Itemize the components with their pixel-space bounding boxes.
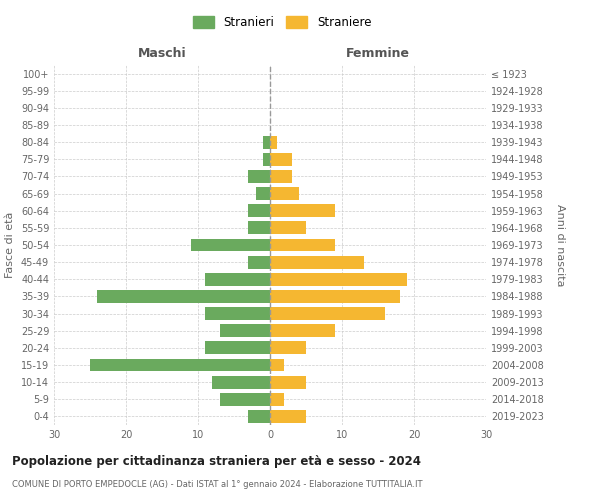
Legend: Stranieri, Straniere: Stranieri, Straniere: [188, 11, 376, 34]
Bar: [248, 204, 270, 217]
Bar: [248, 256, 270, 268]
Bar: [90, 358, 270, 372]
Bar: [263, 153, 270, 166]
Bar: [270, 307, 385, 320]
Bar: [270, 238, 335, 252]
Bar: [270, 153, 292, 166]
Bar: [256, 187, 270, 200]
Bar: [220, 324, 270, 337]
Bar: [270, 222, 306, 234]
Bar: [270, 410, 306, 423]
Bar: [248, 222, 270, 234]
Bar: [205, 273, 270, 285]
Bar: [263, 136, 270, 148]
Bar: [270, 170, 292, 183]
Bar: [270, 393, 284, 406]
Bar: [212, 376, 270, 388]
Bar: [270, 342, 306, 354]
Bar: [270, 136, 277, 148]
Bar: [220, 393, 270, 406]
Text: Femmine: Femmine: [346, 47, 410, 60]
Bar: [270, 376, 306, 388]
Bar: [248, 170, 270, 183]
Bar: [270, 290, 400, 303]
Bar: [248, 410, 270, 423]
Bar: [97, 290, 270, 303]
Bar: [205, 307, 270, 320]
Bar: [270, 187, 299, 200]
Bar: [270, 256, 364, 268]
Text: Maschi: Maschi: [137, 47, 187, 60]
Bar: [191, 238, 270, 252]
Bar: [270, 358, 284, 372]
Bar: [270, 324, 335, 337]
Bar: [270, 273, 407, 285]
Y-axis label: Anni di nascita: Anni di nascita: [555, 204, 565, 286]
Text: COMUNE DI PORTO EMPEDOCLE (AG) - Dati ISTAT al 1° gennaio 2024 - Elaborazione TU: COMUNE DI PORTO EMPEDOCLE (AG) - Dati IS…: [12, 480, 422, 489]
Text: Popolazione per cittadinanza straniera per età e sesso - 2024: Popolazione per cittadinanza straniera p…: [12, 455, 421, 468]
Y-axis label: Fasce di età: Fasce di età: [5, 212, 15, 278]
Bar: [205, 342, 270, 354]
Bar: [270, 204, 335, 217]
